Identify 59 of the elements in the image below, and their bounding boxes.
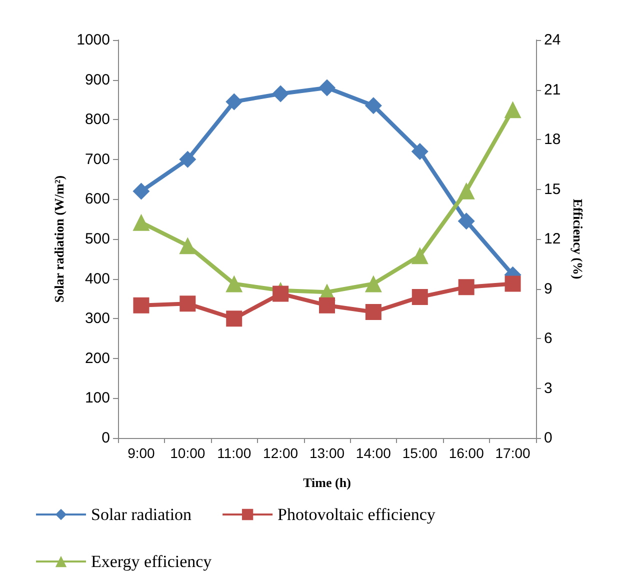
- y-tick-label: 1000: [76, 32, 110, 48]
- y2-tick-label: 6: [544, 330, 552, 347]
- x-tick-label: 13:00: [309, 445, 345, 461]
- point: [319, 297, 335, 314]
- y-tick-label: 100: [84, 390, 110, 407]
- point: [179, 150, 196, 168]
- point: [458, 212, 475, 230]
- y-tick-label: 500: [84, 230, 110, 248]
- y-tick-label: 300: [84, 310, 110, 328]
- point: [179, 237, 196, 254]
- x-tick-label: 11:00: [217, 445, 252, 461]
- point: [226, 275, 243, 292]
- point: [504, 101, 522, 118]
- y2-axis-title: Efficiency (%): [570, 198, 586, 280]
- point: [133, 297, 150, 314]
- x-axis-title: Time (h): [303, 475, 351, 490]
- point: [364, 97, 382, 114]
- legend-label: Photovoltaic efficiency: [278, 505, 436, 524]
- y2-tick-label: 15: [544, 180, 561, 198]
- y2-tick-label: 21: [544, 81, 561, 98]
- point: [272, 85, 290, 102]
- point: [411, 247, 428, 264]
- x-tick-label: 12:00: [263, 445, 298, 461]
- y-tick-label: 0: [102, 430, 110, 446]
- point: [318, 79, 336, 96]
- point: [132, 182, 150, 200]
- x-tick-label: 14:00: [356, 445, 392, 461]
- y-tick-label: 900: [84, 71, 110, 88]
- x-tick-label: 15:00: [402, 445, 438, 461]
- x-tick-label: 10:00: [170, 445, 206, 461]
- y2-tick-label: 18: [544, 131, 561, 148]
- y2-tick-label: 24: [544, 32, 561, 48]
- y-tick-label: 700: [84, 150, 110, 168]
- point: [272, 286, 289, 302]
- y2-tick-label: 0: [544, 430, 552, 446]
- point: [411, 142, 428, 160]
- point: [365, 304, 382, 320]
- x-tick-label: 9:00: [128, 445, 156, 461]
- legend-label: Solar radiation: [91, 505, 192, 524]
- y2-tick-label: 3: [544, 380, 552, 397]
- point: [364, 275, 382, 292]
- y-tick-label: 600: [84, 190, 110, 208]
- y2-tick-label: 9: [544, 280, 552, 298]
- point: [132, 214, 150, 231]
- x-tick-label: 16:00: [448, 445, 484, 461]
- x-tick-label: 17:00: [495, 445, 530, 461]
- y2-tick-label: 12: [544, 230, 561, 248]
- point: [226, 93, 243, 110]
- y-tick-label: 400: [84, 270, 110, 288]
- point: [412, 289, 428, 306]
- y-tick-label: 800: [84, 111, 110, 128]
- point: [226, 310, 242, 327]
- y-tick-label: 200: [84, 350, 110, 367]
- point: [458, 182, 475, 200]
- point: [504, 276, 521, 292]
- point: [180, 296, 196, 312]
- point: [458, 279, 474, 296]
- legend-label: Exergy efficiency: [91, 552, 212, 571]
- y-axis-title: Solar radiation (W/m²): [52, 175, 67, 303]
